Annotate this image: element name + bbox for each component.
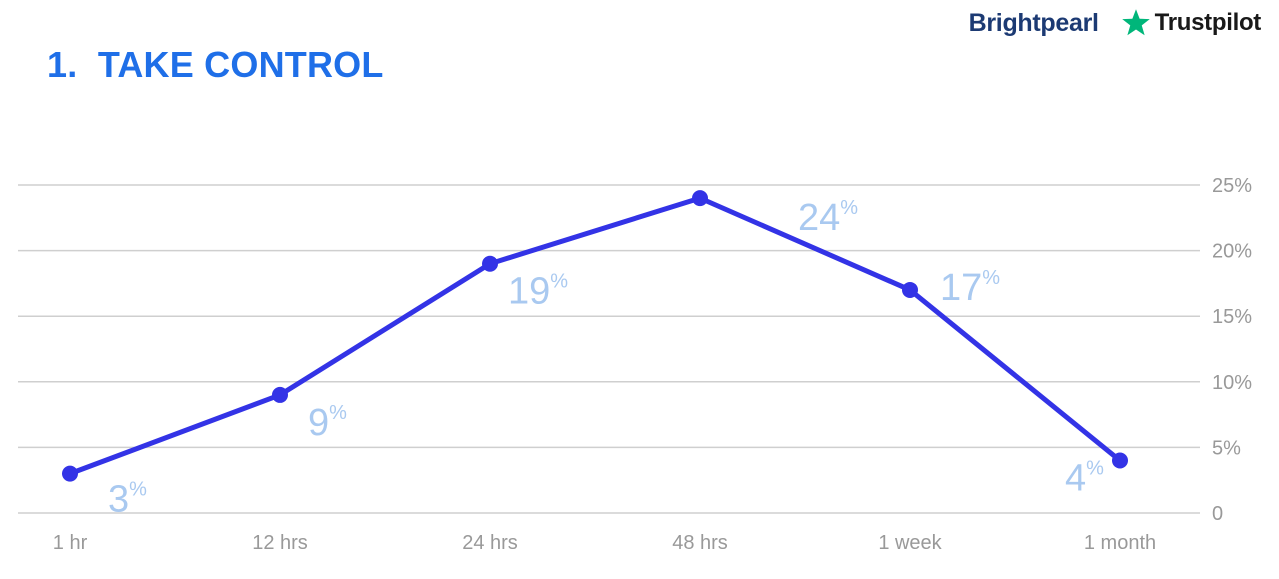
data-label: 3% (108, 479, 147, 521)
x-tick-label: 1 week (878, 532, 942, 554)
data-label: 24% (798, 197, 858, 239)
data-label-unit: % (840, 197, 858, 219)
x-tick-label: 1 month (1084, 532, 1156, 554)
data-label: 9% (308, 402, 347, 444)
data-point (902, 281, 918, 298)
data-points (62, 190, 1128, 482)
brand-logos: Brightpearl Trustpilot (968, 8, 1262, 38)
x-tick-label: 12 hrs (252, 532, 308, 554)
trustpilot-logo: Trustpilot (1121, 8, 1261, 38)
title-number: 1. (47, 44, 78, 85)
data-label-unit: % (550, 271, 568, 293)
y-tick-label: 20% (1212, 241, 1252, 263)
data-label-unit: % (129, 479, 147, 501)
series-line (67, 195, 1123, 477)
star-icon (1121, 9, 1150, 36)
data-label-unit: % (982, 267, 1000, 289)
trustpilot-name: Trustpilot (1154, 9, 1262, 36)
data-point (62, 465, 78, 482)
x-tick-label: 1 hr (53, 532, 88, 554)
y-tick-label: 15% (1212, 306, 1252, 328)
x-tick-label: 48 hrs (672, 532, 728, 554)
data-label: 4% (1065, 458, 1104, 500)
x-axis-ticks: 1 hr 12 hrs 24 hrs 48 hrs 1 week 1 month (53, 532, 1156, 554)
data-point (272, 386, 288, 403)
grid-lines (18, 184, 1200, 514)
data-point (482, 255, 498, 272)
y-tick-label: 25% (1212, 175, 1252, 197)
y-tick-label: 0 (1212, 503, 1223, 525)
x-tick-label: 24 hrs (462, 532, 518, 554)
brightpearl-logo: Brightpearl (968, 8, 1099, 37)
y-tick-label: 5% (1212, 437, 1241, 459)
page-title: 1. TAKE CONTROL (47, 44, 384, 86)
data-label: 17% (940, 267, 1000, 309)
data-label-unit: % (1086, 458, 1104, 480)
y-tick-label: 10% (1212, 372, 1252, 394)
data-label-unit: % (329, 402, 347, 424)
data-point (1112, 452, 1128, 469)
data-label: 19% (508, 271, 568, 313)
data-point (692, 190, 708, 207)
data-labels: 3% 9% 19% 24% 17% 4% (108, 197, 1104, 521)
title-text: TAKE CONTROL (97, 44, 384, 85)
y-axis-ticks: 0 5% 10% 15% 20% 25% (1212, 175, 1252, 525)
